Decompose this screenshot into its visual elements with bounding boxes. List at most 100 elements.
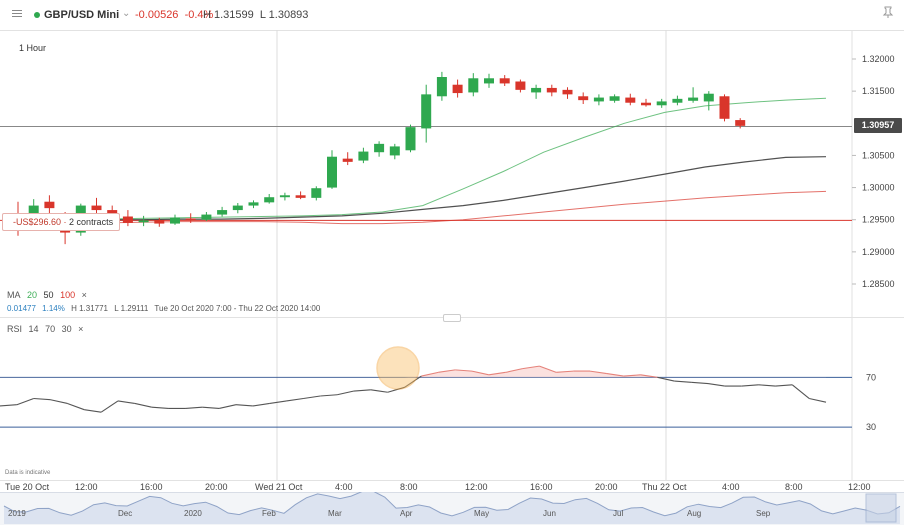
price-tick-label: 1.31500 <box>862 86 895 96</box>
chevron-down-icon[interactable]: ⌄ <box>122 8 131 19</box>
time-axis-label: 16:00 <box>530 482 553 492</box>
rsi-level-label: 30 <box>866 422 876 432</box>
candle-body <box>609 96 620 101</box>
rsi-line-segment <box>100 400 119 413</box>
candle-body <box>248 202 259 206</box>
instrument-name[interactable]: GBP/USD Mini <box>44 9 120 21</box>
rsi-line-segment <box>387 386 405 393</box>
price-change: -0.00526 -0.4% <box>135 9 214 21</box>
time-axis-label: Wed 21 Oct <box>255 482 303 492</box>
rsi-line-segment <box>370 389 388 393</box>
candle-body <box>468 78 479 93</box>
candle-body <box>327 156 337 188</box>
ma-20-line <box>99 97 827 220</box>
candle-body <box>91 205 102 211</box>
time-axis-label: Thu 22 Oct <box>642 482 687 492</box>
time-axis-label: 12:00 <box>848 482 871 492</box>
navigator-label: Dec <box>118 509 132 518</box>
rsi-line-segment <box>674 380 692 383</box>
ma-50-line <box>100 156 827 221</box>
rsi-line-segment <box>791 384 810 399</box>
time-axis-label: 12:00 <box>75 482 98 492</box>
price-tick-label: 1.29500 <box>862 215 895 225</box>
ma-close-icon[interactable]: × <box>81 290 87 300</box>
candle-body <box>217 210 228 215</box>
navigator-label: Jun <box>543 509 556 518</box>
rsi-upper[interactable]: 70 <box>45 324 56 334</box>
rsi-period[interactable]: 14 <box>28 324 39 334</box>
rsi-line-segment <box>219 404 237 409</box>
candle-body <box>342 158 353 162</box>
ma-period-20[interactable]: 20 <box>27 290 38 300</box>
candle-body <box>405 127 416 151</box>
rsi-line-segment <box>455 369 473 372</box>
price-tick-label: 1.29000 <box>862 247 895 257</box>
chart-period-label[interactable]: 1 Hour <box>19 43 47 53</box>
navigator-label: Jul <box>613 509 623 518</box>
time-axis-label: 4:00 <box>722 482 740 492</box>
time-axis-label: 4:00 <box>335 482 353 492</box>
ma-period-100[interactable]: 100 <box>60 290 76 300</box>
ma-period-50[interactable]: 50 <box>43 290 54 300</box>
rsi-line-segment <box>775 384 793 387</box>
candle-body <box>719 96 730 119</box>
candle-body <box>421 94 432 129</box>
rsi-lower[interactable]: 30 <box>61 324 72 334</box>
navigator-window <box>865 493 897 523</box>
rsi-line-segment <box>556 370 574 373</box>
position-pl: -US$296.60 <box>13 217 62 227</box>
navigator-label: Mar <box>328 509 342 518</box>
range-stats: 0.01477 1.14% H 1.31771 L 1.29111 Tue 20… <box>7 304 324 313</box>
pane-resize-handle[interactable] <box>443 314 461 322</box>
rsi-line-segment <box>438 369 456 373</box>
candle-body <box>28 205 39 220</box>
candle-body <box>531 87 542 93</box>
time-axis <box>0 480 904 493</box>
rsi-line-segment <box>320 394 338 397</box>
rsi-line-segment <box>539 365 557 373</box>
rsi-line-segment <box>185 406 203 409</box>
candle-body <box>232 205 243 211</box>
rsi-line-segment <box>505 368 523 373</box>
candle-body <box>688 97 699 101</box>
menu-icon[interactable] <box>12 8 22 19</box>
rsi-line-segment <box>33 397 51 401</box>
rsi-line-segment <box>67 402 85 411</box>
rsi-legend: RSI 14 70 30 × <box>7 324 87 334</box>
price-tick-label: 1.30000 <box>862 183 895 193</box>
rsi-line-segment <box>337 390 355 396</box>
rsi-label: RSI <box>7 324 23 334</box>
rsi-line-segment <box>50 399 68 405</box>
rsi-line-segment <box>235 404 253 407</box>
candle-body <box>452 84 463 94</box>
candle-body <box>122 216 133 223</box>
rsi-line-segment <box>117 400 135 405</box>
rsi-line-segment <box>488 371 506 376</box>
high-low-values: H 1.31599 L 1.30893 <box>203 9 309 21</box>
candle-body <box>279 195 290 198</box>
candle-body <box>264 197 275 203</box>
candle-body <box>515 81 526 90</box>
time-axis-label: 16:00 <box>140 482 163 492</box>
rsi-line-segment <box>84 409 102 413</box>
range-change-pct: 1.14% <box>42 304 65 313</box>
ma-legend: MA 20 50 100 × <box>7 290 91 300</box>
navigator-label: Feb <box>262 509 276 518</box>
range-high: H 1.31771 <box>71 304 108 313</box>
rsi-line-segment <box>404 375 422 388</box>
position-tag[interactable]: -US$296.60 · 2 contracts <box>2 213 121 231</box>
candle-body <box>656 101 667 106</box>
navigator-chart[interactable]: 2019 Dec 2020 Feb Mar Apr May Jun Jul Aug Sep <box>0 492 904 524</box>
candle-body <box>295 195 306 198</box>
pin-icon[interactable] <box>882 6 894 18</box>
position-contracts: 2 contracts <box>69 217 114 227</box>
candle-body <box>201 214 212 220</box>
navigator-label: 2019 <box>8 509 26 518</box>
rsi-line-segment <box>252 402 270 407</box>
navigator-label: Aug <box>687 509 701 518</box>
rsi-close-icon[interactable]: × <box>78 324 84 334</box>
candle-body <box>641 102 651 106</box>
rsi-line-segment <box>134 402 152 408</box>
candle-body <box>703 93 714 102</box>
